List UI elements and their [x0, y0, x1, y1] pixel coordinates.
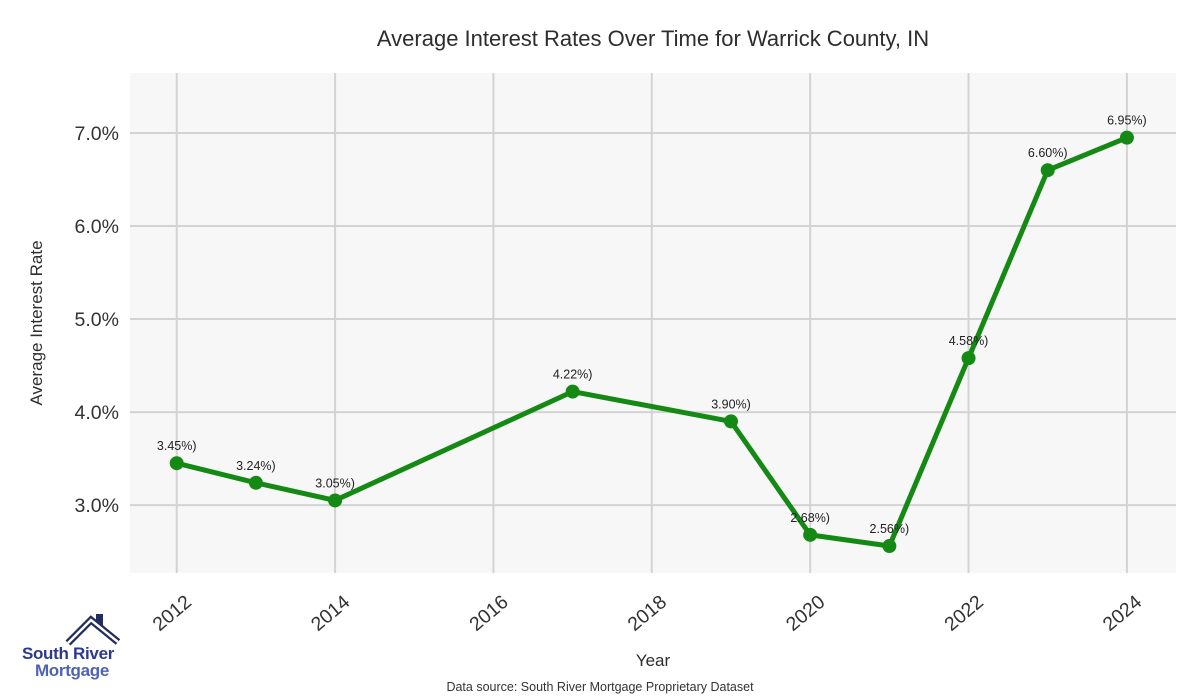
y-tick-label: 6.0%: [75, 216, 119, 238]
y-tick-label: 4.0%: [75, 402, 119, 424]
x-tick-label: 2022: [940, 591, 987, 636]
data-point-label: 4.58%): [949, 334, 989, 348]
data-point-label: 3.90%): [711, 397, 751, 411]
logo-name-line2: Mortgage: [35, 661, 109, 680]
data-point-label: 2.56%): [870, 522, 910, 536]
x-tick-label: 2014: [307, 591, 354, 636]
data-point-label: 6.60%): [1028, 146, 1068, 160]
plot-panel: [130, 73, 1176, 573]
data-point: [723, 414, 738, 429]
gridlines: [130, 73, 1176, 573]
x-tick-label: 2024: [1099, 591, 1146, 636]
y-tick-label: 3.0%: [75, 495, 119, 517]
data-point: [1119, 130, 1134, 145]
data-point-label: 6.95%): [1107, 114, 1147, 128]
x-tick-label: 2018: [624, 591, 671, 636]
data-point: [961, 351, 976, 366]
y-tick-label: 5.0%: [75, 309, 119, 331]
data-point: [803, 527, 818, 542]
series-group: [169, 130, 1134, 554]
south-river-mortgage-logo: South River Mortgage: [22, 614, 121, 680]
house-roof-icon: [65, 614, 121, 646]
y-tick-label: 7.0%: [75, 123, 119, 145]
data-point: [1040, 163, 1055, 178]
data-point: [169, 456, 184, 471]
point-labels-group: 3.45%) 3.24%) 3.05%) 4.22%) 3.90%) 2.68%) 2.56…: [157, 114, 1147, 536]
data-point-label: 3.05%): [315, 476, 355, 490]
data-point-label: 3.24%): [236, 459, 276, 473]
data-point: [882, 539, 897, 554]
chart-title: Average Interest Rates Over Time for War…: [376, 26, 930, 51]
data-point: [565, 384, 580, 399]
x-tick-label: 2020: [782, 591, 829, 636]
x-tick-label: 2016: [465, 591, 512, 636]
data-point-label: 4.22%): [553, 368, 593, 382]
data-source-note: Data source: South River Mortgage Propri…: [446, 680, 754, 694]
logo-name-line1: South River: [22, 644, 115, 663]
y-axis-title: Average Interest Rate: [27, 240, 46, 406]
data-point: [328, 493, 343, 508]
data-point: [248, 475, 263, 490]
series-line: [174, 135, 1130, 549]
data-point-label: 2.68%): [790, 511, 830, 525]
x-axis-title: Year: [635, 651, 671, 670]
data-point-label: 3.45%): [157, 439, 197, 453]
x-tick-label: 2012: [149, 591, 196, 636]
